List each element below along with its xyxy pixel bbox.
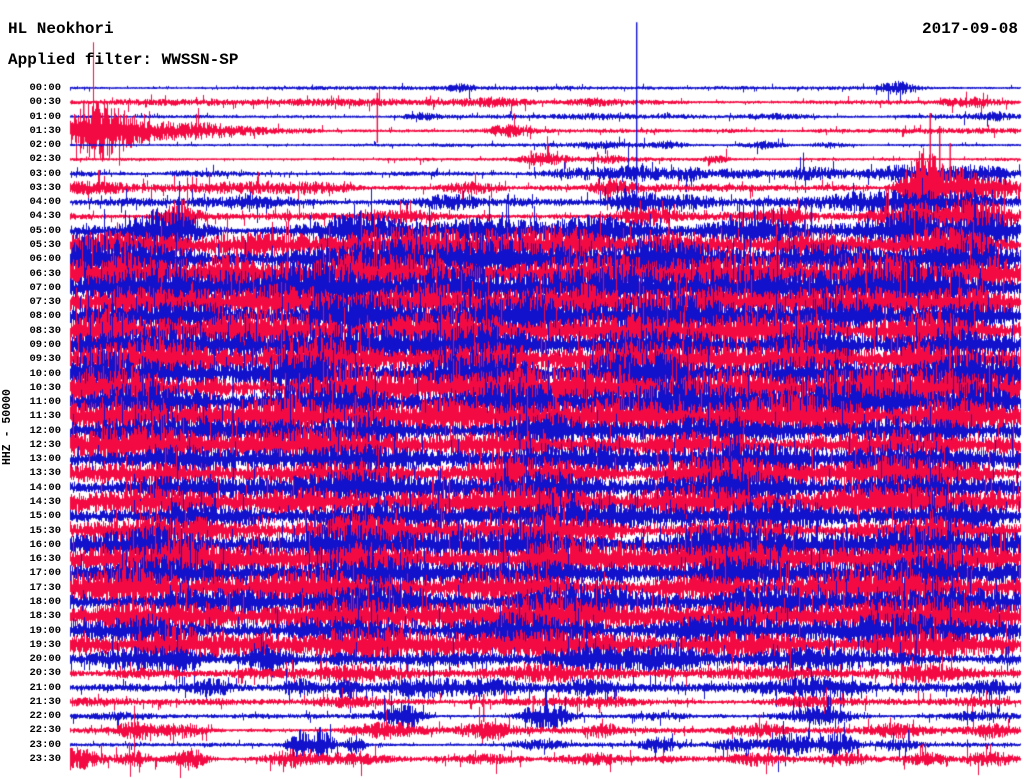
- time-label: 13:00: [29, 453, 61, 466]
- time-label: 09:30: [29, 353, 61, 366]
- time-label: 12:30: [29, 438, 61, 451]
- time-label: 01:30: [29, 124, 61, 137]
- time-label: 04:30: [29, 210, 61, 223]
- time-label: 17:30: [29, 581, 61, 594]
- time-label: 14:00: [29, 481, 61, 494]
- time-label: 08:00: [29, 310, 61, 323]
- station-title: HL Neokhori: [8, 20, 114, 38]
- time-label: 22:00: [29, 710, 61, 723]
- time-label: 23:30: [29, 753, 61, 766]
- time-label: 16:00: [29, 538, 61, 551]
- time-label: 15:30: [29, 524, 61, 537]
- time-label: 11:00: [29, 396, 61, 409]
- time-label: 02:30: [29, 153, 61, 166]
- time-label: 07:00: [29, 281, 61, 294]
- time-label: 18:00: [29, 595, 61, 608]
- time-label-column: 00:00 00:30 01:00 01:30 02:00 02:30 03:00 03:30…: [0, 0, 62, 780]
- time-label: 05:30: [29, 239, 61, 252]
- time-label: 17:00: [29, 567, 61, 580]
- time-label: 09:00: [29, 338, 61, 351]
- time-label: 10:30: [29, 381, 61, 394]
- time-label: 00:30: [29, 96, 61, 109]
- time-label: 06:00: [29, 253, 61, 266]
- time-label: 12:00: [29, 424, 61, 437]
- time-label: 01:00: [29, 110, 61, 123]
- time-label: 14:30: [29, 496, 61, 509]
- time-label: 00:00: [29, 82, 61, 94]
- time-label: 15:00: [29, 510, 61, 523]
- time-label: 03:30: [29, 181, 61, 194]
- time-label: 07:30: [29, 296, 61, 309]
- time-label: 06:30: [29, 267, 61, 280]
- time-label: 20:30: [29, 667, 61, 680]
- time-label: 08:30: [29, 324, 61, 337]
- time-label: 21:00: [29, 681, 61, 694]
- time-label: 23:00: [29, 738, 61, 751]
- time-label: 13:30: [29, 467, 61, 480]
- date-label: 2017-09-08: [921, 20, 1018, 38]
- time-label: 16:30: [29, 553, 61, 566]
- time-label: 03:00: [29, 167, 61, 180]
- time-label: 22:30: [29, 724, 61, 737]
- time-label: 04:00: [29, 196, 61, 209]
- time-label: 20:00: [29, 653, 61, 666]
- time-label: 18:30: [29, 610, 61, 623]
- time-label: 10:00: [29, 367, 61, 380]
- time-label: 11:30: [29, 410, 61, 423]
- time-label: 19:30: [29, 638, 61, 651]
- time-label: 21:30: [29, 695, 61, 708]
- time-label: 19:00: [29, 624, 61, 637]
- filter-label: Applied filter: WWSSN-SP: [8, 51, 239, 69]
- time-label: 05:00: [29, 224, 61, 237]
- time-label: 02:00: [29, 139, 61, 152]
